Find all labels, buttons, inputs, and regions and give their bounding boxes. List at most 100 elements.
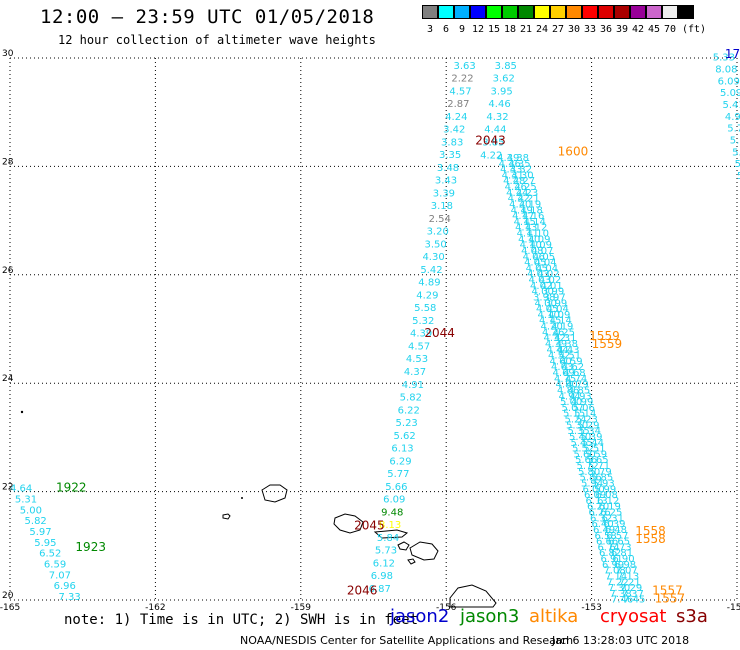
wave-height-value: 5.77 <box>387 469 409 480</box>
wave-height-value: 4.32 <box>510 165 532 176</box>
wave-height-value: 4.62 <box>562 362 584 373</box>
y-tick-label: 28 <box>2 157 14 167</box>
wave-height-value: 4.75 <box>554 374 576 385</box>
lanai-island <box>397 541 410 551</box>
legend-cryosat: cryosat <box>600 606 667 627</box>
footer-note: note: 1) Time is in UTC; 2) SWH is in fe… <box>64 612 419 628</box>
wave-height-value: 4.93 <box>570 391 592 402</box>
wave-height-value: 6.40 <box>592 519 614 530</box>
wave-height-value: 6.49 <box>593 525 615 536</box>
scale-swatch <box>454 5 470 19</box>
wave-height-value: 3.50 <box>425 239 447 250</box>
wave-height-value: 5.23 <box>396 418 418 429</box>
pass-time-label: 1557 <box>655 592 686 606</box>
wave-height-value: 6.31 <box>602 513 624 524</box>
scale-label: 21 <box>519 24 533 35</box>
wave-height-value: 8.08 <box>715 65 737 76</box>
wave-height-value: 4.18 <box>521 205 543 216</box>
wave-height-value: 4.15 <box>514 217 536 228</box>
wave-height-value: 6.29 <box>389 456 411 467</box>
wave-height-value: 4.09 <box>528 234 550 245</box>
scale-swatch <box>614 5 630 19</box>
wave-height-value: 4.39 <box>497 153 519 164</box>
wave-height-value: 7.37 <box>622 589 644 600</box>
scale-label: 33 <box>583 24 597 35</box>
wave-height-value: 6.22 <box>398 405 420 416</box>
wave-height-value: 6.90 <box>612 554 634 565</box>
wave-height-value: 4.05 <box>533 252 555 263</box>
wave-height-value: 3.99 <box>542 287 564 298</box>
y-tick-label: 20 <box>2 591 14 601</box>
wave-height-value: 4.04 <box>547 304 569 315</box>
wave-height-value: 5.30 <box>566 420 588 431</box>
wave-height-value: 4.30 <box>422 252 444 263</box>
wave-height-value: 5.66 <box>575 455 597 466</box>
wave-height-value: 5.00 <box>560 397 582 408</box>
wave-height-value: 4.04 <box>534 258 556 269</box>
wave-height-value: 4.35 <box>508 159 530 170</box>
wave-height-value: 4.27 <box>513 176 535 187</box>
wave-height-value: 5.15 <box>563 409 585 420</box>
wave-height-value: 3.43 <box>435 176 457 187</box>
pass-time-label: 1558 <box>635 532 666 546</box>
wave-height-value: 4.53 <box>406 354 428 365</box>
wave-height-value: 4.68 <box>563 368 585 379</box>
scale-swatch <box>534 5 550 19</box>
wave-height-value: 5.85 <box>591 473 613 484</box>
scale-swatch <box>598 5 614 19</box>
wave-height-value: 6.26 <box>589 508 611 519</box>
scale-label: 45 <box>647 24 661 35</box>
wave-height-value: 4.26 <box>542 327 564 338</box>
hawaii-big-island <box>449 584 497 608</box>
wave-height-value: 4.10 <box>520 240 542 251</box>
wave-height-value: 4.33 <box>500 165 522 176</box>
wave-height-value: 4.57 <box>408 341 430 352</box>
wave-height-value: 5.62 <box>393 431 415 442</box>
wave-height-value: 4.03 <box>529 275 551 286</box>
legend-altika: altika <box>529 606 579 627</box>
wave-height-value: 7.33 <box>58 592 80 603</box>
wave-height-value: 4.29 <box>416 290 438 301</box>
altimeter-tracks: 3.632.224.572.874.243.423.833.353.483.43… <box>10 53 740 606</box>
wave-height-value: 5.59 <box>585 449 607 460</box>
wave-height-value: 4.16 <box>522 211 544 222</box>
y-tick-label: 24 <box>2 374 14 384</box>
page-title: 12:00 – 23:59 UTC 01/05/2018 <box>40 6 375 28</box>
wave-height-value: 4.24 <box>445 112 467 123</box>
wave-height-value: 4.17 <box>512 211 534 222</box>
wave-height-value: 4.10 <box>538 310 560 321</box>
wave-height-value: 6.20 <box>587 502 609 513</box>
wave-height-value: 6.99 <box>602 560 624 571</box>
wave-height-value: 5.13 <box>732 147 740 158</box>
wave-height-value: 3.35 <box>439 150 461 161</box>
kauai-island <box>261 484 288 503</box>
wave-height-value: 7.21 <box>619 577 641 588</box>
wave-height-value: 4.32 <box>486 112 508 123</box>
pass-time-label: 2045 <box>354 519 385 533</box>
scale-swatch <box>630 5 646 19</box>
footer-credit: NOAA/NESDIS Center for Satellite Applica… <box>240 634 574 647</box>
wave-height-value: 5.82 <box>400 393 422 404</box>
wave-height-value: 4.80 <box>556 380 578 391</box>
hawaii-islands <box>20 410 497 608</box>
pass-time-label: 1923 <box>75 540 106 554</box>
wave-height-value: 2.54 <box>429 214 451 225</box>
scale-swatch <box>422 5 438 19</box>
wave-height-value: 5.14 <box>574 409 596 420</box>
wave-height-value: 5.40 <box>569 432 591 443</box>
wave-height-value: 3.42 <box>443 125 465 136</box>
wave-height-value: 3.62 <box>493 74 515 85</box>
wave-height-value: 4.43 <box>557 345 579 356</box>
wave-height-value: 6.09 <box>718 76 740 87</box>
wave-height-value: 5.80 <box>578 467 600 478</box>
wave-height-value: 4.02 <box>539 275 561 286</box>
wave-height-value: 6.12 <box>373 558 395 569</box>
wave-height-value: 6.12 <box>597 496 619 507</box>
wave-height-value: 3.85 <box>495 61 517 72</box>
scale-label: 24 <box>535 24 549 35</box>
wave-height-value: 4.79 <box>566 380 588 391</box>
wave-height-value: 6.81 <box>611 548 633 559</box>
legend-jason3: jason3 <box>460 606 520 627</box>
wave-height-value: 7.29 <box>620 583 642 594</box>
